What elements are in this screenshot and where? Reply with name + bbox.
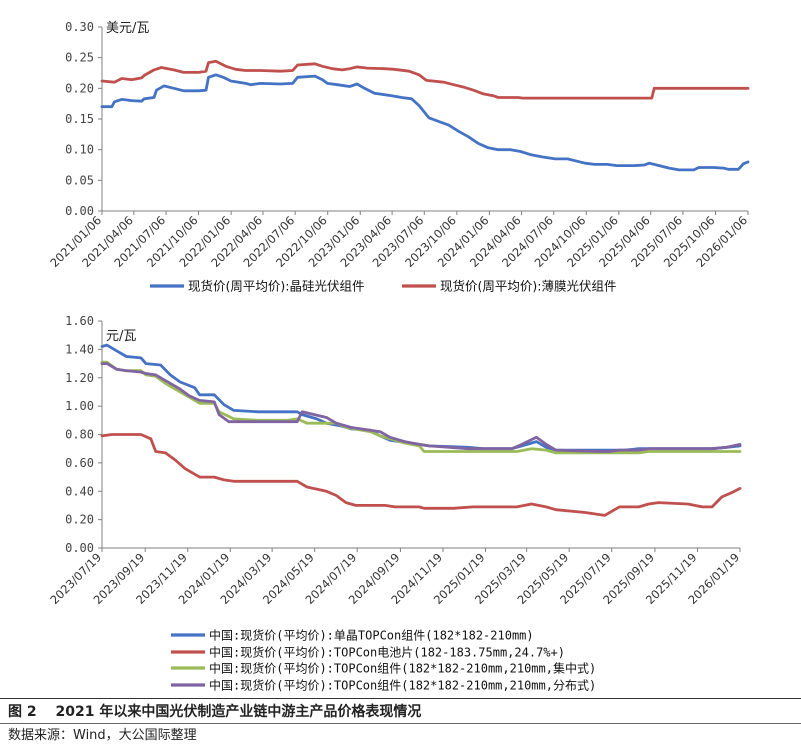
legend-label: 中国:现货价(平均价):单晶TOPCon组件(182*182-210mm)	[209, 628, 534, 643]
y-tick-label: 0.00	[65, 541, 94, 555]
y-tick-label: 0.30	[65, 20, 94, 34]
data-source-note: 数据来源：Wind，大公国际整理	[8, 728, 197, 743]
y-tick-label: 1.60	[65, 314, 94, 328]
legend-label: 中国:现货价(平均价):TOPCon组件(182*182-210mm,210mm…	[209, 661, 596, 676]
y-tick-label: 0.20	[65, 81, 94, 95]
y-tick-label: 0.15	[65, 112, 94, 126]
series-line-1	[100, 343, 742, 452]
figure-title: 2021 年以来中国光伏制造产业链中游主产品价格表现情况	[55, 704, 422, 720]
y-tick-label: 0.10	[65, 143, 94, 157]
series-line-3	[100, 360, 742, 455]
legend-label: 中国:现货价(平均价):TOPCon电池片(182-183.75mm,24.7%…	[209, 645, 565, 660]
series-line-2	[100, 433, 742, 517]
figure-number: 图 2	[8, 704, 37, 720]
chart-top: 0.000.050.100.150.200.250.302021/01/0620…	[47, 20, 750, 294]
y-tick-label: 0.80	[65, 428, 94, 442]
series-line-1	[100, 73, 750, 172]
series-line-4	[100, 362, 742, 453]
legend-label: 现货价(周平均价):晶硅光伏组件	[188, 279, 364, 294]
y-tick-label: 1.00	[65, 399, 94, 413]
y-tick-label: 0.05	[65, 173, 94, 187]
legend-label: 中国:现货价(平均价):TOPCon组件(182*182-210mm,210mm…	[209, 678, 596, 693]
figure-caption: 图 2 2021 年以来中国光伏制造产业链中游主产品价格表现情况	[0, 698, 801, 724]
series-line-2	[100, 59, 750, 100]
y-tick-label: 0.25	[65, 51, 94, 65]
legend-label: 现货价(周平均价):薄膜光伏组件	[440, 279, 616, 294]
y-tick-label: 0.20	[65, 513, 94, 527]
y-tick-label: 1.40	[65, 342, 94, 356]
y-tick-label: 0.40	[65, 484, 94, 498]
y-tick-label: 0.60	[65, 456, 94, 470]
unit-label: 元/瓦	[106, 329, 136, 344]
y-tick-label: 0.00	[65, 204, 94, 218]
y-tick-label: 1.20	[65, 371, 94, 385]
unit-label: 美元/瓦	[106, 21, 149, 36]
chart-bottom: 0.000.200.400.600.801.001.201.401.602023…	[47, 314, 742, 693]
